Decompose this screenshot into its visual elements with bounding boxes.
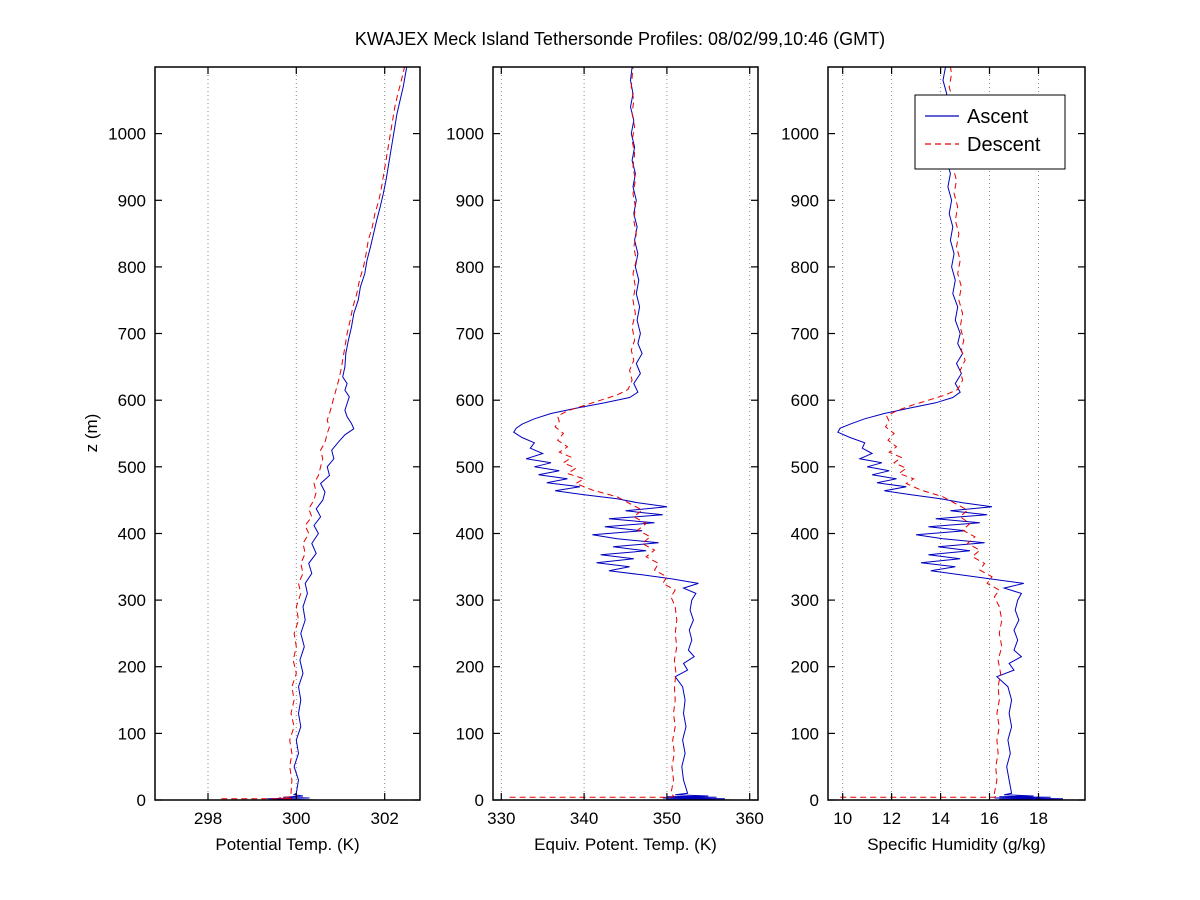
- y-tick-label: 300: [456, 591, 484, 610]
- y-tick-label: 300: [791, 591, 819, 610]
- x-tick-label: 350: [653, 809, 681, 828]
- axes-box: [492, 66, 759, 801]
- y-tick-label: 800: [456, 258, 484, 277]
- ascent-profile-line: [513, 66, 738, 801]
- x-tick-label: 330: [487, 809, 515, 828]
- y-tick-label: 400: [456, 525, 484, 544]
- y-tick-label: 100: [118, 724, 146, 743]
- x-tick-label: 10: [833, 809, 852, 828]
- y-tick-label: 0: [810, 791, 819, 810]
- panel-1: 298 300 302 0 100 200 300 400 500 600 700 800 900 100…: [108, 66, 421, 854]
- x-tick-label: 18: [1029, 809, 1048, 828]
- axes-box: [827, 66, 1086, 801]
- y-tick-label: 500: [791, 458, 819, 477]
- y-tick-label: 400: [118, 525, 146, 544]
- x-tick-label: 14: [931, 809, 950, 828]
- panel-3: 10 12 14 16 18 0 100 200 300 400 500 600 700 800 900 10…: [781, 66, 1086, 854]
- x-axis-label: Specific Humidity (g/kg): [867, 835, 1046, 854]
- ascent-profile-line: [267, 66, 408, 801]
- legend-frame: [914, 94, 1066, 170]
- y-tick-label: 1000: [108, 125, 146, 144]
- y-tick-label: 900: [118, 191, 146, 210]
- y-tick-label: 1000: [781, 125, 819, 144]
- y-tick-label: 200: [118, 658, 146, 677]
- y-tick-label: 700: [456, 325, 484, 344]
- y-tick-label: 600: [118, 391, 146, 410]
- y-tick-label: 0: [137, 791, 146, 810]
- x-tick-label: 340: [570, 809, 598, 828]
- y-tick-label: 100: [791, 724, 819, 743]
- axes-box: [154, 66, 421, 801]
- y-tick-label: 500: [118, 458, 146, 477]
- x-tick-label: 16: [980, 809, 999, 828]
- legend-label-ascent: Ascent: [967, 106, 1029, 128]
- y-tick-label: 100: [456, 724, 484, 743]
- y-tick-label: 0: [475, 791, 484, 810]
- x-tick-label: 300: [282, 809, 310, 828]
- x-tick-label: 302: [371, 809, 399, 828]
- legend-box: Ascent Descent: [914, 94, 1066, 170]
- x-axis-label: Equiv. Potent. Temp. (K): [534, 835, 717, 854]
- x-tick-label: 12: [882, 809, 901, 828]
- y-tick-label: 700: [118, 325, 146, 344]
- x-axis-label: Potential Temp. (K): [215, 835, 359, 854]
- y-tick-label: 700: [791, 325, 819, 344]
- y-tick-label: 200: [456, 658, 484, 677]
- descent-profile-line: [509, 66, 678, 798]
- x-tick-label: 298: [194, 809, 222, 828]
- y-tick-label: 800: [791, 258, 819, 277]
- descent-profile-line: [221, 66, 405, 800]
- chart-title: KWAJEX Meck Island Tethersonde Profiles:…: [355, 29, 885, 49]
- legend-label-descent: Descent: [967, 134, 1041, 156]
- y-tick-label: 600: [456, 391, 484, 410]
- y-tick-label: 900: [791, 191, 819, 210]
- y-tick-label: 800: [118, 258, 146, 277]
- ascent-profile-line: [837, 66, 1078, 801]
- y-tick-label: 200: [791, 658, 819, 677]
- x-tick-label: 360: [736, 809, 764, 828]
- y-tick-label: 300: [118, 591, 146, 610]
- y-tick-label: 1000: [446, 125, 484, 144]
- y-tick-label: 400: [791, 525, 819, 544]
- y-tick-label: 500: [456, 458, 484, 477]
- panel-2: 330 340 350 360 0 100 200 300 400 500 600 700 800 900…: [446, 66, 764, 854]
- y-tick-label: 600: [791, 391, 819, 410]
- panels-group: 298 300 3020100200300400500600700800900100…: [108, 66, 1086, 854]
- y-tick-label: 900: [456, 191, 484, 210]
- descent-profile-line: [840, 66, 1003, 798]
- y-axis-label: z (m): [82, 414, 101, 453]
